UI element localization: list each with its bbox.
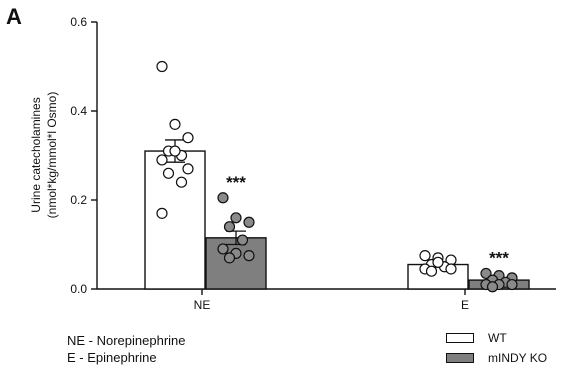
y-tick-label: 0.6 <box>70 15 87 29</box>
data-point <box>486 281 499 293</box>
y-tick-label: 0.4 <box>70 104 87 118</box>
bar <box>205 237 267 290</box>
data-point <box>419 250 431 262</box>
data-point <box>236 234 249 246</box>
legend-label-wt: WT <box>488 331 507 345</box>
data-point <box>156 207 168 219</box>
legend-swatch-wt <box>446 333 474 343</box>
data-point <box>156 154 168 166</box>
legend-label-mindy-ko: mINDY KO <box>488 351 548 365</box>
x-tick-label: E <box>461 298 469 312</box>
data-point <box>223 221 236 233</box>
bar-chart: 0.0 0.2 0.4 0.6 Urine catecholamines (nmol*kg… <box>29 15 556 312</box>
data-point <box>169 145 181 157</box>
data-point <box>230 212 242 224</box>
abbreviation-epinephrine: E - Epinephrine <box>67 350 157 365</box>
data-point <box>445 263 457 275</box>
data-point <box>162 167 175 179</box>
data-point <box>156 60 168 73</box>
data-point <box>223 252 236 264</box>
abbreviation-norepinephrine: NE - Norepinephrine <box>67 333 186 348</box>
bar <box>407 263 469 290</box>
data-point <box>182 132 194 144</box>
significance-marker: *** <box>489 248 509 267</box>
data-point <box>182 163 194 175</box>
legend-item-mindy-ko: mINDY KO <box>446 349 547 367</box>
significance-marker: *** <box>226 173 246 192</box>
data-point <box>425 265 438 277</box>
data-point <box>506 278 518 291</box>
legend-swatch-mindy-ko <box>446 353 474 363</box>
legend-item-wt: WT <box>446 329 507 347</box>
bar <box>144 150 206 290</box>
data-point <box>217 243 229 255</box>
y-tick-label: 0.2 <box>70 193 87 207</box>
chart-bars <box>144 139 530 290</box>
x-tick-label: NE <box>194 298 211 312</box>
data-point <box>243 250 255 262</box>
data-point <box>432 256 444 268</box>
data-point <box>243 216 255 228</box>
data-point <box>480 267 492 280</box>
y-tick-label: 0.0 <box>70 282 87 296</box>
data-point <box>169 118 181 130</box>
chart-points <box>156 60 518 293</box>
data-point <box>217 192 229 204</box>
data-point <box>175 176 188 188</box>
chart-labels: 0.0 0.2 0.4 0.6 Urine catecholamines (nmol*kg… <box>29 15 509 312</box>
y-axis-title: Urine catecholamines <box>29 97 43 212</box>
y-axis-unit: (nmol*kg/mmol*l Osmo) <box>45 92 59 219</box>
panel-label: A <box>6 4 22 29</box>
